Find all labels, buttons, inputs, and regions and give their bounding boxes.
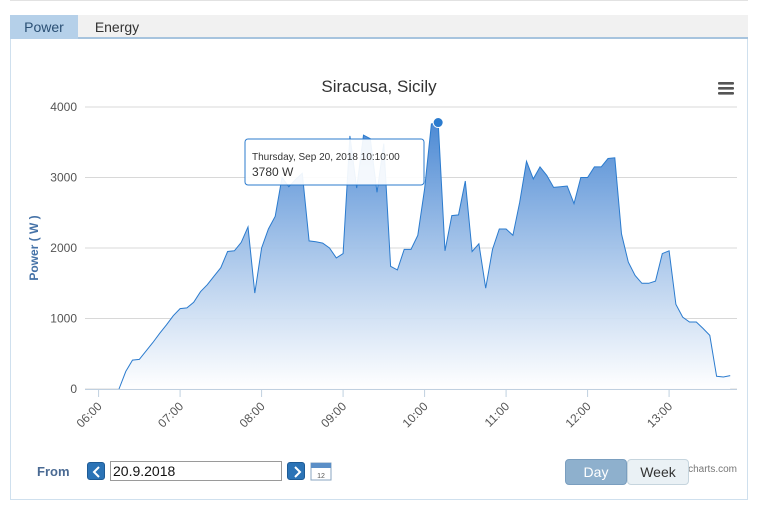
hover-marker — [432, 117, 444, 129]
chevron-left-icon — [92, 466, 100, 478]
y-tick-label: 4000 — [50, 100, 77, 114]
tab-power[interactable]: Power — [10, 15, 78, 39]
y-tick-label: 3000 — [50, 171, 77, 185]
chart-credit[interactable]: charts.com — [688, 464, 737, 475]
tab-energy[interactable]: Energy — [94, 19, 140, 35]
y-tick-label: 2000 — [50, 241, 77, 255]
next-day-button[interactable] — [287, 462, 305, 480]
tooltip: Thursday, Sep 20, 2018 10:10:00 3780 W — [244, 138, 425, 186]
prev-day-button[interactable] — [87, 462, 105, 480]
x-tick-label: 08:00 — [237, 399, 268, 430]
from-label: From — [37, 464, 70, 479]
x-axis: 06:00 07:00 08:00 09:00 10:00 11:00 12:00 13:00 — [74, 389, 737, 430]
date-input[interactable] — [110, 461, 282, 481]
x-tick-label: 07:00 — [155, 399, 186, 430]
y-tick-label: 0 — [70, 382, 77, 396]
week-button[interactable]: Week — [627, 459, 689, 485]
tooltip-date: Thursday, Sep 20, 2018 10:10:00 — [252, 152, 400, 163]
x-tick-label: 10:00 — [400, 399, 431, 430]
x-tick-label: 09:00 — [318, 399, 349, 430]
chart-title: Siracusa, Sicily — [321, 77, 437, 96]
top-divider — [10, 0, 748, 1]
y-axis-title: Power ( W ) — [27, 215, 41, 280]
x-tick-label: 13:00 — [644, 399, 675, 430]
tab-bar: Power Energy — [10, 15, 748, 39]
calendar-day-text: 12 — [317, 473, 325, 480]
day-button[interactable]: Day — [565, 459, 627, 485]
x-tick-label: 06:00 — [74, 399, 105, 430]
x-tick-label: 12:00 — [563, 399, 594, 430]
power-line — [118, 121, 731, 390]
chevron-right-icon — [294, 466, 302, 478]
y-tick-label: 1000 — [50, 312, 77, 326]
menu-icon[interactable] — [718, 82, 734, 95]
tooltip-value: 3780 W — [252, 165, 294, 179]
power-area — [119, 122, 731, 389]
x-tick-label: 11:00 — [482, 399, 513, 430]
calendar-icon[interactable]: 12 — [310, 461, 332, 481]
